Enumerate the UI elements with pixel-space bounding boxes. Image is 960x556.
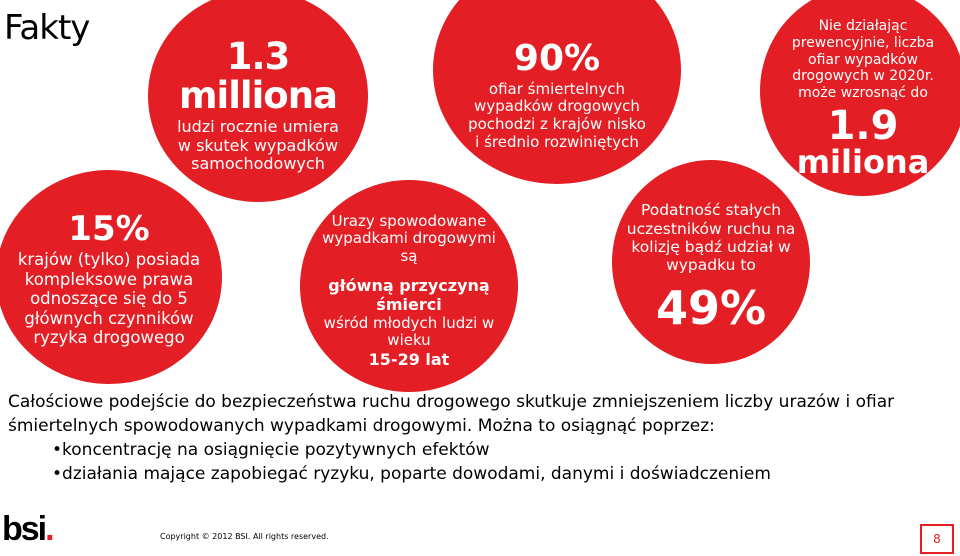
fact-circle-forecast: Nie działając prewencyjnie, liczba ofiar… bbox=[760, 0, 960, 196]
youth-text-age: wśród młodych ludzi w wieku bbox=[323, 313, 495, 350]
countries-description: ofiar śmiertelnych wypadków drogowych po… bbox=[468, 79, 646, 151]
page-number: 8 bbox=[920, 524, 954, 554]
youth-text-bold: główną przyczyną śmierci bbox=[328, 275, 490, 315]
fact-circle-laws: 15% krajów (tylko) posiada kompleksowe p… bbox=[0, 170, 222, 384]
fact-circle-deaths: 1.3 milliona ludzi rocznie umiera w skut… bbox=[148, 0, 368, 202]
collision-percent: 49% bbox=[655, 280, 767, 335]
body-paragraph: Całościowe podejście do bezpieczeństwa r… bbox=[8, 392, 895, 436]
forecast-number: 1.9 bbox=[827, 102, 899, 149]
bsi-logo: bsi. bbox=[2, 510, 55, 548]
deaths-number: 1.3 bbox=[226, 34, 291, 78]
countries-percent: 90% bbox=[513, 37, 601, 79]
forecast-unit: miliona bbox=[796, 142, 930, 181]
laws-percent: 15% bbox=[68, 209, 150, 250]
copyright-notice: Copyright © 2012 BSI. All rights reserve… bbox=[160, 532, 329, 541]
bullet-item: •działania mające zapobiegać ryzyku, pop… bbox=[52, 464, 771, 484]
forecast-description: Nie działając prewencyjnie, liczba ofiar… bbox=[791, 18, 935, 102]
youth-text-intro: Urazy spowodowane wypadkami drogowymi są bbox=[322, 211, 496, 265]
deaths-description: ludzi rocznie umiera w skutek wypadków s… bbox=[177, 116, 339, 174]
laws-description: krajów (tylko) posiada kompleksowe prawa… bbox=[17, 250, 201, 348]
fact-circle-countries: 90% ofiar śmiertelnych wypadków drogowyc… bbox=[433, 0, 681, 184]
deaths-unit: milliona bbox=[178, 73, 338, 117]
slide-title: Fakty bbox=[4, 8, 90, 48]
fact-circle-youth: Urazy spowodowane wypadkami drogowymi są… bbox=[300, 180, 518, 392]
bullet-item: •koncentrację na osiągnięcie pozytywnych… bbox=[52, 440, 490, 460]
youth-age-range: 15-29 lat bbox=[368, 349, 450, 369]
collision-description: Podatność stałych uczestników ruchu na k… bbox=[626, 201, 796, 275]
body-text: Całościowe podejście do bezpieczeństwa r… bbox=[8, 390, 948, 486]
fact-circle-collision: Podatność stałych uczestników ruchu na k… bbox=[612, 160, 810, 364]
